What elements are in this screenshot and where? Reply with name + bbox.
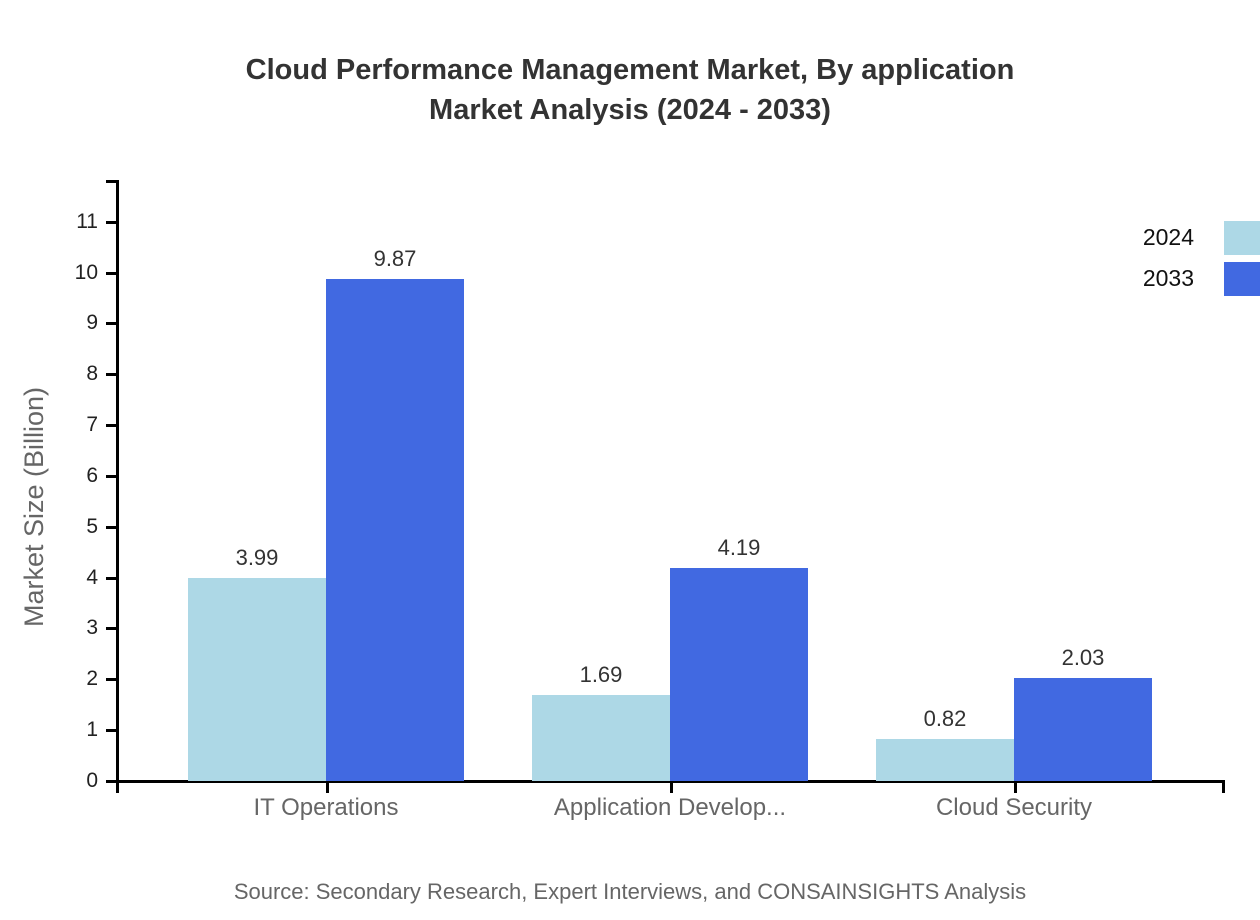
- x-category-label-cloud-security: Cloud Security: [935, 794, 1093, 821]
- chart-title-line2: Market Analysis (2024 - 2033): [429, 94, 831, 126]
- bar-2033-cloud-security: [1014, 678, 1152, 781]
- y-tick-label: 4: [86, 566, 98, 589]
- y-tick-label: 3: [86, 616, 98, 639]
- legend-swatch-2024: [1224, 220, 1260, 255]
- bar-2024-it-operations: [188, 578, 326, 781]
- bar-value-label: 9.87: [373, 246, 417, 271]
- y-tick: [106, 729, 118, 732]
- y-tick-label: 6: [86, 464, 98, 487]
- y-tick-label: 0: [86, 769, 98, 792]
- bar-value-label: 4.19: [717, 535, 761, 560]
- y-tick: [106, 424, 118, 427]
- y-tick-label: 11: [76, 210, 98, 233]
- bar-value-label: 3.99: [235, 545, 279, 570]
- y-tick: [106, 221, 118, 224]
- x-axis-end-tick: [1222, 780, 1225, 793]
- y-tick: [106, 678, 118, 681]
- bar-2033-application-develop: [670, 568, 808, 781]
- bar-value-label: 0.82: [923, 706, 967, 731]
- y-tick: [106, 373, 118, 376]
- legend-item-2033: 2033: [1040, 258, 1260, 299]
- y-tick: [106, 272, 118, 275]
- y-axis-line: [116, 180, 119, 784]
- bar-value-label: 2.03: [1061, 645, 1105, 670]
- y-tick-label: 7: [86, 413, 98, 436]
- x-tick: [1014, 780, 1017, 793]
- chart-title-line1: Cloud Performance Management Market, By …: [245, 54, 1015, 86]
- legend-swatch-2033: [1224, 261, 1260, 296]
- x-category-label-it-operations: IT Operations: [253, 794, 399, 821]
- y-tick: [106, 627, 118, 630]
- bar-2024-application-develop: [532, 695, 670, 781]
- y-tick-label: 9: [86, 311, 98, 334]
- y-tick: [106, 577, 118, 580]
- bar-2033-it-operations: [326, 279, 464, 781]
- y-tick-label: 2: [86, 667, 98, 690]
- y-tick-label: 8: [86, 362, 98, 385]
- y-tick: [106, 780, 118, 783]
- bar-value-label: 1.69: [579, 662, 623, 687]
- y-tick-label: 10: [74, 261, 98, 284]
- y-tick: [106, 475, 118, 478]
- legend: 2024 2033: [1040, 217, 1260, 299]
- legend-item-2024: 2024: [1040, 217, 1260, 258]
- source-note: Source: Secondary Research, Expert Inter…: [233, 879, 1027, 904]
- legend-label: 2033: [1142, 265, 1194, 291]
- y-tick: [106, 526, 118, 529]
- y-axis-title: Market Size (Billion): [19, 386, 49, 628]
- x-category-label-application-develop: Application Develop...: [553, 794, 787, 821]
- chart-title: Cloud Performance Management Market, By …: [0, 50, 1260, 130]
- x-tick: [670, 780, 673, 793]
- y-tick-label: 5: [86, 515, 98, 538]
- y-tick: [106, 322, 118, 325]
- y-tick-label: 1: [86, 718, 98, 741]
- x-tick: [326, 780, 329, 793]
- legend-label: 2024: [1142, 224, 1194, 250]
- bar-2024-cloud-security: [876, 739, 1014, 781]
- x-axis-start-tick: [116, 780, 119, 793]
- y-axis-end-tick: [106, 180, 118, 183]
